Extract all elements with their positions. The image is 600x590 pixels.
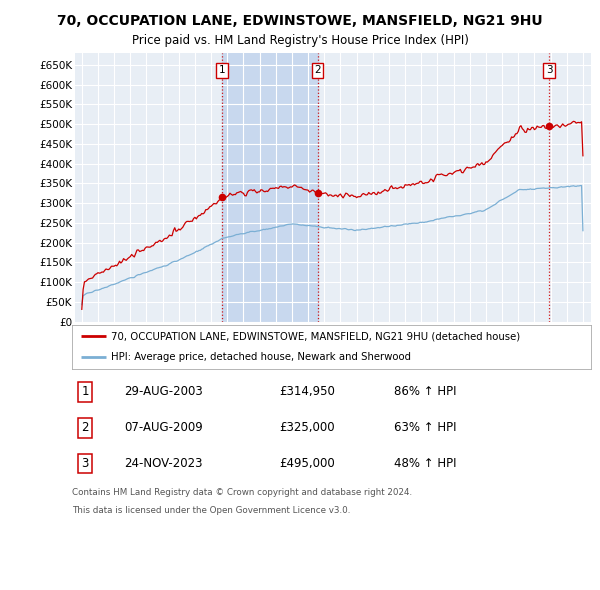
Text: 70, OCCUPATION LANE, EDWINSTOWE, MANSFIELD, NG21 9HU (detached house): 70, OCCUPATION LANE, EDWINSTOWE, MANSFIE… [111, 332, 520, 342]
Text: 1: 1 [218, 65, 225, 75]
Text: 1: 1 [81, 385, 89, 398]
Text: 3: 3 [81, 457, 89, 470]
Text: 29-AUG-2003: 29-AUG-2003 [124, 385, 203, 398]
Text: 24-NOV-2023: 24-NOV-2023 [124, 457, 202, 470]
Text: 48% ↑ HPI: 48% ↑ HPI [394, 457, 456, 470]
Text: 2: 2 [314, 65, 321, 75]
Text: HPI: Average price, detached house, Newark and Sherwood: HPI: Average price, detached house, Newa… [111, 352, 411, 362]
Text: 2: 2 [81, 421, 89, 434]
Text: This data is licensed under the Open Government Licence v3.0.: This data is licensed under the Open Gov… [72, 506, 350, 514]
Text: 86% ↑ HPI: 86% ↑ HPI [394, 385, 456, 398]
Text: 70, OCCUPATION LANE, EDWINSTOWE, MANSFIELD, NG21 9HU: 70, OCCUPATION LANE, EDWINSTOWE, MANSFIE… [57, 14, 543, 28]
Text: 3: 3 [545, 65, 552, 75]
Text: 63% ↑ HPI: 63% ↑ HPI [394, 421, 456, 434]
Bar [222, 53, 317, 322]
Text: Contains HM Land Registry data © Crown copyright and database right 2024.: Contains HM Land Registry data © Crown c… [72, 488, 412, 497]
Text: Price paid vs. HM Land Registry's House Price Index (HPI): Price paid vs. HM Land Registry's House … [131, 34, 469, 47]
Text: £314,950: £314,950 [280, 385, 335, 398]
Text: £325,000: £325,000 [280, 421, 335, 434]
Text: £495,000: £495,000 [280, 457, 335, 470]
Text: 07-AUG-2009: 07-AUG-2009 [124, 421, 203, 434]
